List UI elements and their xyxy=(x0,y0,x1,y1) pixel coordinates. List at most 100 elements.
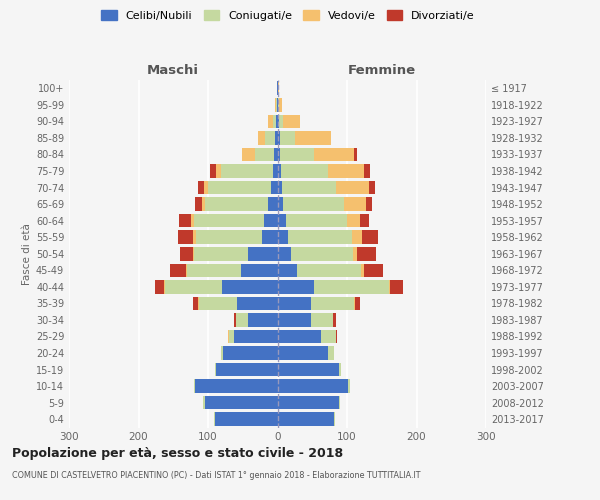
Bar xyxy=(196,230,262,244)
Bar xyxy=(170,264,186,277)
Bar xyxy=(222,280,277,293)
Bar xyxy=(347,214,359,228)
Bar xyxy=(314,148,354,161)
Bar xyxy=(276,98,277,112)
Bar xyxy=(165,280,222,293)
Bar xyxy=(205,198,268,211)
Bar xyxy=(320,330,336,344)
Bar xyxy=(223,346,277,360)
Bar xyxy=(229,330,235,344)
Bar xyxy=(311,296,354,310)
Bar xyxy=(297,264,361,277)
Bar xyxy=(280,148,314,161)
Y-axis label: Fasce di età: Fasce di età xyxy=(22,223,32,284)
Bar xyxy=(279,114,283,128)
Bar xyxy=(248,313,277,326)
Bar xyxy=(228,330,229,344)
Bar xyxy=(248,247,277,260)
Bar xyxy=(199,296,237,310)
Bar xyxy=(367,198,372,211)
Bar xyxy=(277,82,278,95)
Text: Maschi: Maschi xyxy=(147,64,199,78)
Bar xyxy=(180,247,193,260)
Bar xyxy=(241,264,277,277)
Bar xyxy=(278,98,279,112)
Bar xyxy=(333,313,336,326)
Bar xyxy=(288,230,352,244)
Bar xyxy=(279,98,283,112)
Bar xyxy=(277,396,338,409)
Bar xyxy=(215,164,221,178)
Bar xyxy=(277,313,311,326)
Bar xyxy=(354,148,357,161)
Bar xyxy=(349,380,350,393)
Bar xyxy=(210,164,215,178)
Bar xyxy=(276,114,277,128)
Bar xyxy=(389,280,390,293)
Bar xyxy=(198,296,199,310)
Bar xyxy=(277,247,292,260)
Text: Femmine: Femmine xyxy=(347,64,416,78)
Bar xyxy=(214,412,215,426)
Bar xyxy=(277,131,280,144)
Bar xyxy=(277,198,283,211)
Bar xyxy=(221,164,274,178)
Bar xyxy=(277,380,349,393)
Bar xyxy=(277,412,334,426)
Bar xyxy=(359,214,369,228)
Bar xyxy=(361,264,364,277)
Bar xyxy=(336,330,337,344)
Bar xyxy=(281,181,336,194)
Bar xyxy=(277,164,281,178)
Bar xyxy=(311,313,333,326)
Bar xyxy=(277,148,280,161)
Bar xyxy=(196,380,277,393)
Bar xyxy=(202,198,205,211)
Bar xyxy=(286,214,347,228)
Bar xyxy=(277,330,320,344)
Bar xyxy=(314,280,389,293)
Bar xyxy=(362,230,378,244)
Bar xyxy=(295,131,331,144)
Bar xyxy=(277,114,279,128)
Bar xyxy=(281,164,328,178)
Bar xyxy=(187,264,241,277)
Bar xyxy=(194,214,263,228)
Bar xyxy=(328,164,364,178)
Text: Popolazione per età, sesso e stato civile - 2018: Popolazione per età, sesso e stato civil… xyxy=(12,448,343,460)
Bar xyxy=(242,148,254,161)
Bar xyxy=(280,131,295,144)
Bar xyxy=(217,363,277,376)
Bar xyxy=(364,164,370,178)
Bar xyxy=(194,247,248,260)
Bar xyxy=(215,363,217,376)
Bar xyxy=(292,247,353,260)
Bar xyxy=(237,296,277,310)
Text: COMUNE DI CASTELVETRO PIACENTINO (PC) - Dati ISTAT 1° gennaio 2018 - Elaborazion: COMUNE DI CASTELVETRO PIACENTINO (PC) - … xyxy=(12,471,421,480)
Bar xyxy=(328,346,334,360)
Bar xyxy=(277,98,278,112)
Bar xyxy=(236,313,248,326)
Bar xyxy=(191,214,194,228)
Bar xyxy=(354,296,355,310)
Bar xyxy=(271,181,277,194)
Bar xyxy=(155,280,164,293)
Bar xyxy=(275,98,276,112)
Bar xyxy=(275,131,277,144)
Bar xyxy=(277,264,297,277)
Bar xyxy=(369,181,375,194)
Bar xyxy=(203,396,205,409)
Bar xyxy=(204,181,208,194)
Legend: Celibi/Nubili, Coniugati/e, Vedovi/e, Divorziati/e: Celibi/Nubili, Coniugati/e, Vedovi/e, Di… xyxy=(99,8,477,23)
Bar xyxy=(334,412,335,426)
Bar xyxy=(194,380,196,393)
Bar xyxy=(274,114,276,128)
Bar xyxy=(353,247,357,260)
Bar xyxy=(164,280,165,293)
Bar xyxy=(355,296,360,310)
Bar xyxy=(278,82,279,95)
Bar xyxy=(268,198,277,211)
Bar xyxy=(336,181,369,194)
Bar xyxy=(208,181,271,194)
Bar xyxy=(277,214,286,228)
